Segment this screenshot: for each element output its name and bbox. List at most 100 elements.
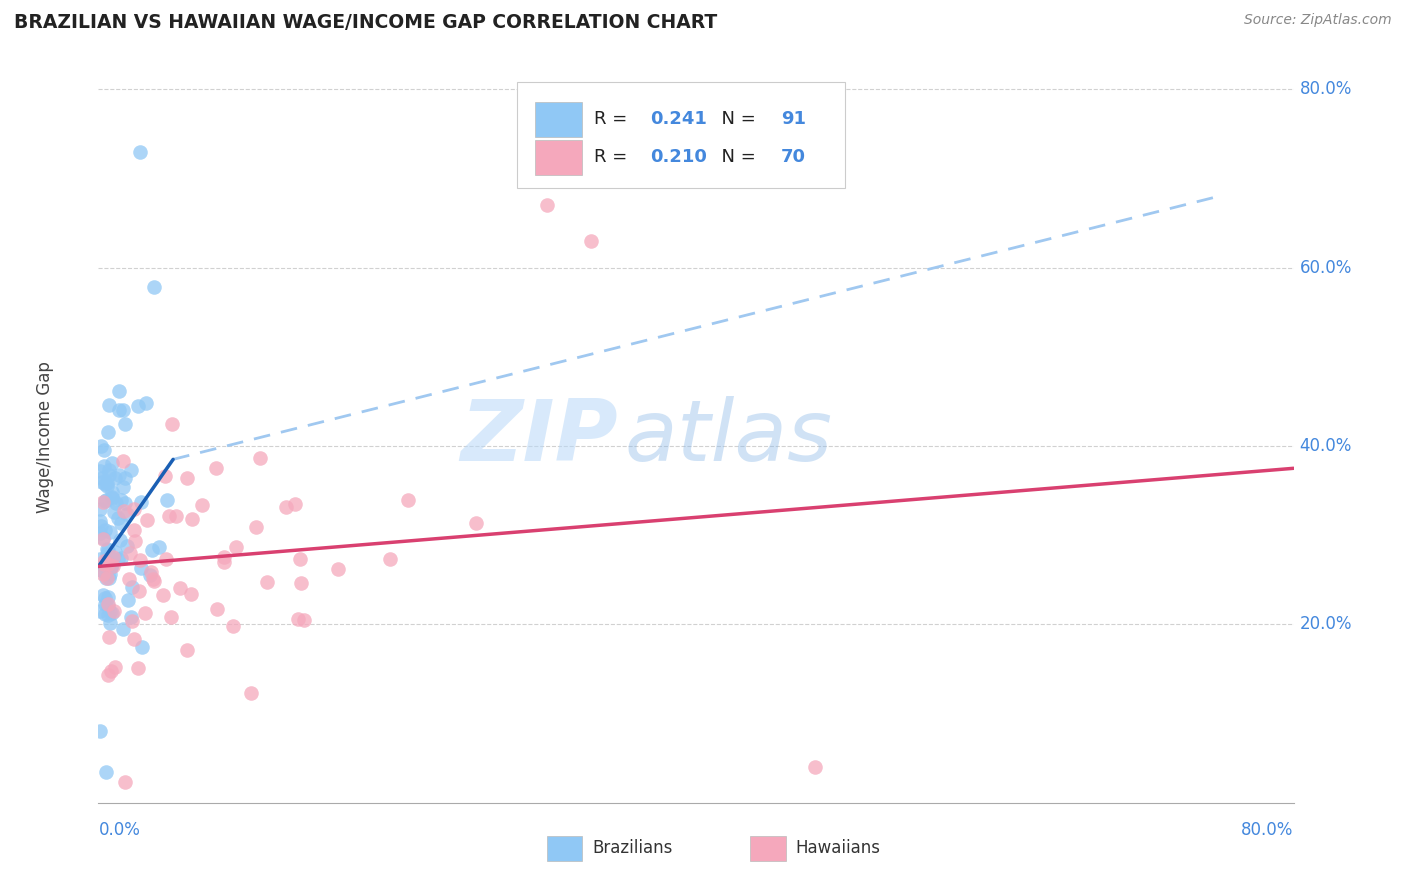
Point bbox=[111, 623, 134, 637]
Point bbox=[98, 398, 121, 412]
Point bbox=[212, 555, 235, 569]
Point bbox=[127, 399, 149, 413]
Point bbox=[100, 559, 122, 574]
Point bbox=[90, 563, 112, 577]
Bar bbox=[534, 140, 582, 176]
Point bbox=[157, 508, 180, 523]
Point bbox=[117, 539, 139, 553]
Point bbox=[93, 442, 115, 457]
Point bbox=[96, 475, 118, 490]
Point bbox=[100, 560, 122, 574]
Point bbox=[108, 403, 131, 417]
Point bbox=[396, 493, 419, 508]
Point bbox=[205, 602, 228, 616]
Point bbox=[152, 588, 174, 602]
Point bbox=[288, 552, 311, 566]
Point bbox=[804, 760, 827, 774]
Point bbox=[245, 520, 267, 534]
Point bbox=[107, 510, 129, 524]
Text: Source: ZipAtlas.com: Source: ZipAtlas.com bbox=[1244, 13, 1392, 28]
Point bbox=[89, 724, 111, 739]
Point bbox=[120, 463, 142, 477]
Point bbox=[97, 597, 120, 611]
Point bbox=[326, 561, 349, 575]
Text: 0.0%: 0.0% bbox=[98, 821, 141, 839]
Point bbox=[91, 495, 114, 509]
Point bbox=[91, 475, 114, 489]
Point bbox=[96, 541, 118, 556]
Text: BRAZILIAN VS HAWAIIAN WAGE/INCOME GAP CORRELATION CHART: BRAZILIAN VS HAWAIIAN WAGE/INCOME GAP CO… bbox=[14, 13, 717, 32]
Point bbox=[96, 571, 118, 585]
Text: 70: 70 bbox=[780, 148, 806, 166]
Point bbox=[143, 574, 166, 589]
Point bbox=[97, 542, 120, 557]
Point bbox=[110, 492, 132, 507]
Point bbox=[97, 599, 120, 613]
Text: R =: R = bbox=[595, 148, 633, 166]
Point bbox=[103, 505, 125, 519]
Point bbox=[96, 479, 118, 493]
Point bbox=[94, 591, 117, 605]
Point bbox=[91, 558, 114, 573]
Point bbox=[90, 440, 112, 454]
Text: 80.0%: 80.0% bbox=[1241, 821, 1294, 839]
Point bbox=[225, 540, 247, 554]
Point bbox=[136, 513, 159, 527]
Point bbox=[91, 532, 114, 546]
Point bbox=[103, 660, 125, 674]
Point bbox=[100, 456, 122, 470]
Point bbox=[239, 686, 262, 700]
Point bbox=[284, 497, 307, 511]
Point bbox=[176, 470, 198, 484]
Point bbox=[93, 554, 115, 568]
Point bbox=[700, 145, 723, 159]
Point bbox=[98, 468, 121, 483]
Text: Hawaiians: Hawaiians bbox=[796, 839, 880, 857]
Point bbox=[105, 496, 128, 510]
Point bbox=[104, 471, 127, 485]
Point bbox=[110, 550, 132, 565]
Point bbox=[89, 525, 111, 540]
Point bbox=[101, 491, 124, 506]
Point bbox=[191, 498, 214, 512]
Point bbox=[100, 665, 122, 679]
Point bbox=[98, 463, 121, 477]
Point bbox=[89, 552, 111, 566]
Point bbox=[120, 546, 142, 560]
Text: ZIP: ZIP bbox=[461, 395, 619, 479]
Point bbox=[131, 561, 153, 575]
Point bbox=[155, 552, 177, 566]
Point bbox=[129, 145, 152, 159]
Point bbox=[114, 417, 136, 431]
Text: 20.0%: 20.0% bbox=[1299, 615, 1353, 633]
Point bbox=[94, 764, 117, 779]
Point bbox=[101, 559, 124, 574]
Point bbox=[112, 504, 135, 518]
Text: N =: N = bbox=[710, 110, 762, 128]
Point bbox=[100, 491, 122, 505]
Point bbox=[143, 280, 166, 294]
Point bbox=[134, 606, 156, 620]
Text: 0.241: 0.241 bbox=[651, 110, 707, 128]
Point bbox=[148, 540, 170, 554]
Point bbox=[94, 523, 117, 537]
Point bbox=[90, 471, 112, 485]
Point bbox=[180, 586, 202, 600]
Point bbox=[107, 467, 129, 482]
Point bbox=[89, 604, 111, 618]
Bar bbox=[749, 836, 786, 862]
Point bbox=[98, 567, 121, 582]
Point bbox=[111, 403, 134, 417]
Point bbox=[100, 558, 122, 572]
Point bbox=[90, 519, 112, 533]
Point bbox=[98, 606, 121, 620]
Point bbox=[101, 550, 124, 565]
Point bbox=[91, 566, 114, 581]
Point bbox=[108, 533, 131, 547]
Text: 60.0%: 60.0% bbox=[1299, 259, 1353, 277]
Point bbox=[156, 492, 179, 507]
Point bbox=[112, 480, 135, 494]
Point bbox=[127, 661, 149, 675]
Point bbox=[100, 607, 122, 621]
Point bbox=[129, 552, 152, 566]
